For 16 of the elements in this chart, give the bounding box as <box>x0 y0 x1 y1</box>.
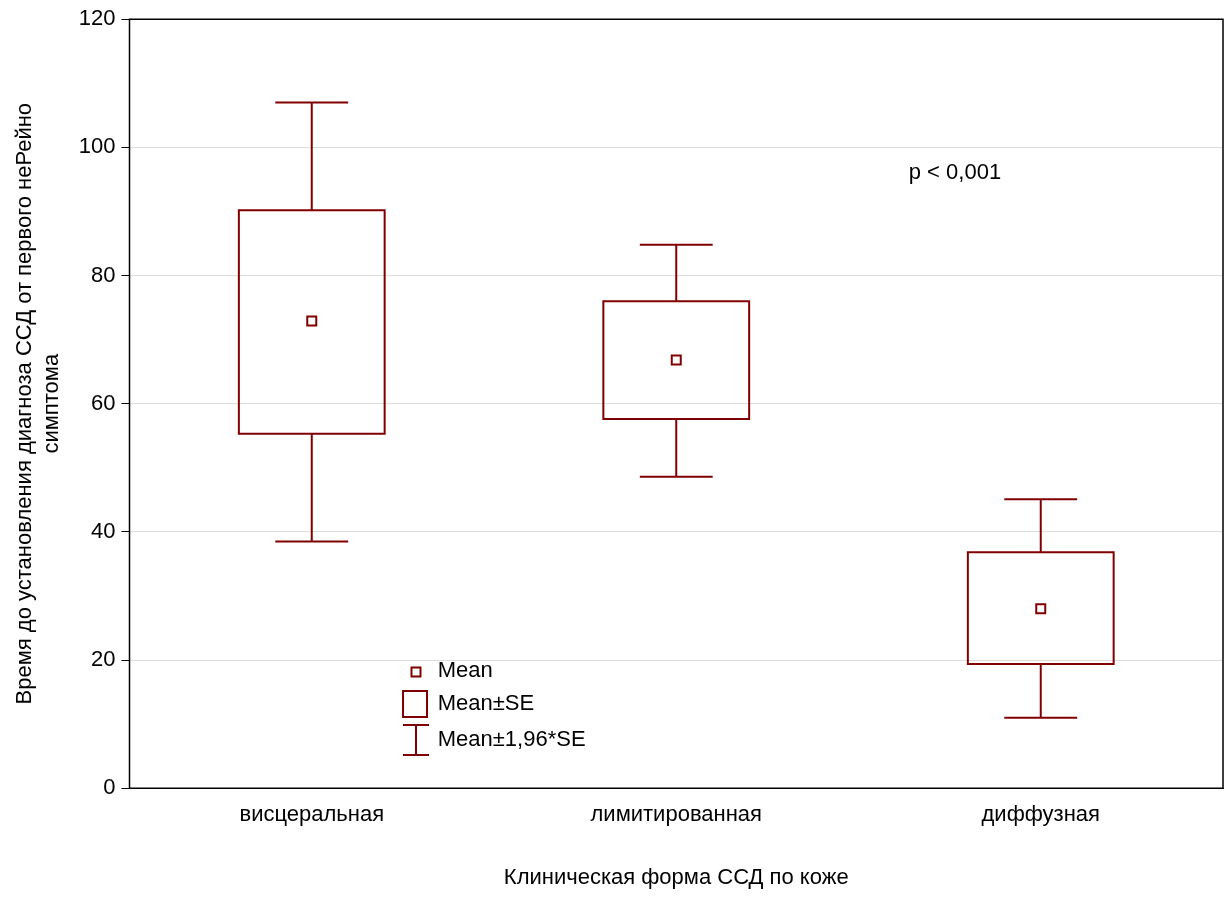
y-tick-label: 80 <box>91 261 116 287</box>
y-tick-label: 0 <box>103 774 116 800</box>
y-tick-label: 20 <box>91 646 116 672</box>
y-tick-label: 60 <box>91 389 116 415</box>
annotation: Mean <box>437 656 493 683</box>
x-tick-label: лимитированная <box>590 801 762 827</box>
y-tick-label: 120 <box>78 5 116 31</box>
annotation: Mean±SE <box>437 689 535 716</box>
x-tick-label: висцеральная <box>239 801 385 827</box>
y-tick-label: 40 <box>91 517 116 543</box>
x-tick-label: диффузная <box>981 801 1100 827</box>
annotation: Mean±1,96*SE <box>437 725 586 752</box>
y-tick-label: 100 <box>78 133 116 159</box>
y-axis-title: Время до установления диагноза ССД от первого неРейно симптома <box>11 102 63 705</box>
x-axis-title: Клиническая форма ССД по коже <box>503 863 849 889</box>
annotation: p < 0,001 <box>908 159 1002 186</box>
